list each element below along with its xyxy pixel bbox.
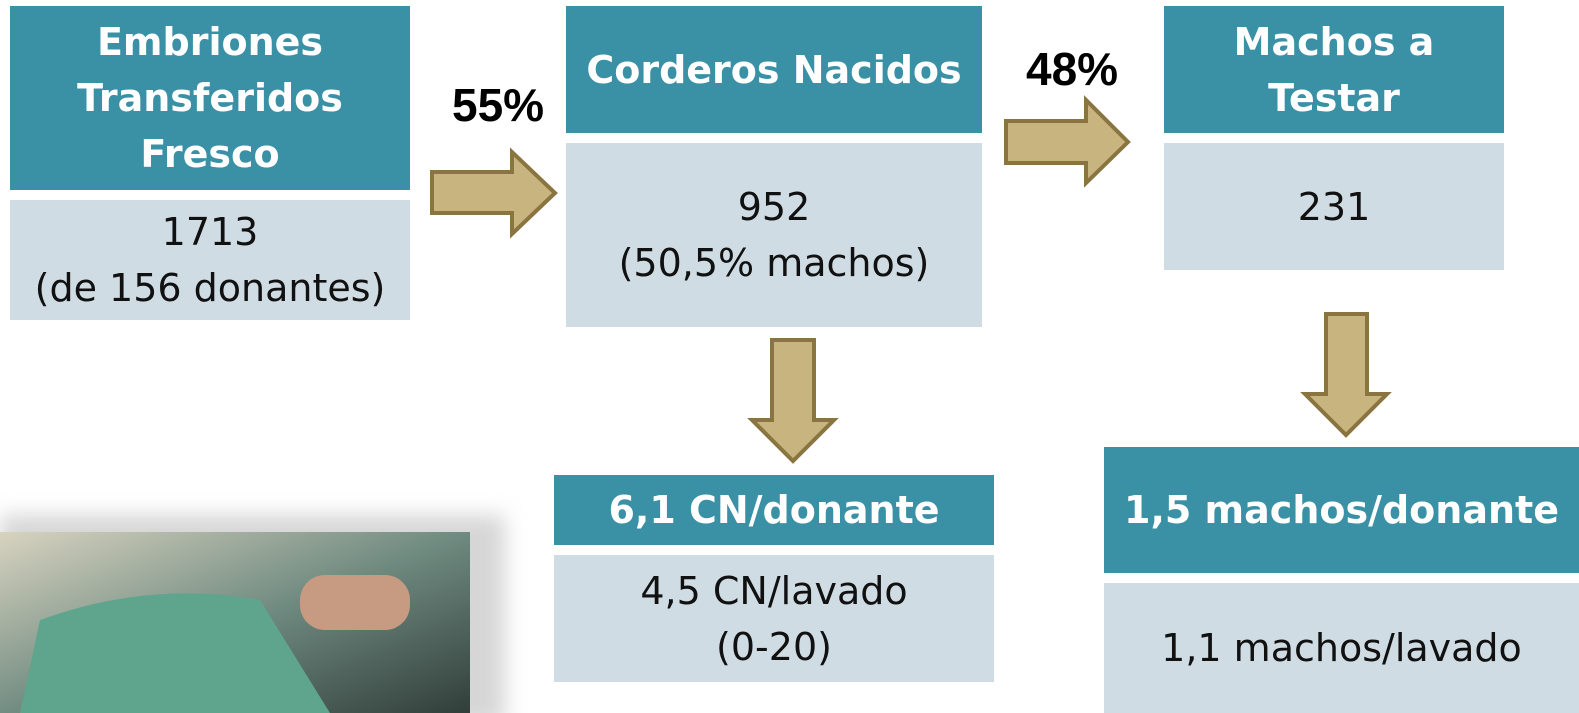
node-title: Corderos Nacidos — [566, 6, 982, 133]
node-line: 4,5 CN/lavado — [640, 568, 908, 613]
node-title: Machos a Testar — [1164, 6, 1504, 133]
node-line: 231 — [1297, 184, 1371, 229]
arrow — [430, 147, 558, 239]
node-title: 6,1 CN/donante — [554, 475, 994, 545]
node-body: 1713 (de 156 donantes) — [10, 200, 410, 320]
node-body: 952 (50,5% machos) — [566, 143, 982, 327]
photo — [0, 515, 505, 713]
arrow — [1004, 95, 1131, 188]
arrow — [747, 338, 839, 464]
node-body: 4,5 CN/lavado (0-20) — [554, 555, 994, 682]
node-line: 1,1 machos/lavado — [1161, 626, 1522, 670]
node-line: 1713 — [161, 210, 259, 254]
arrow — [1300, 312, 1392, 438]
node-line: (50,5% machos) — [618, 241, 930, 285]
node-title: Embriones Transferidos Fresco — [10, 6, 410, 190]
node-body: 231 — [1164, 143, 1504, 270]
node-line: (de 156 donantes) — [34, 266, 386, 310]
node-body: 1,1 machos/lavado — [1104, 583, 1579, 713]
node-line: (0-20) — [716, 624, 832, 669]
node-line: 952 — [737, 185, 811, 229]
arrows — [430, 95, 1392, 464]
edge-label: 55% — [452, 79, 545, 131]
edge-label: 48% — [1026, 43, 1119, 95]
node-title: 1,5 machos/donante — [1104, 447, 1579, 573]
